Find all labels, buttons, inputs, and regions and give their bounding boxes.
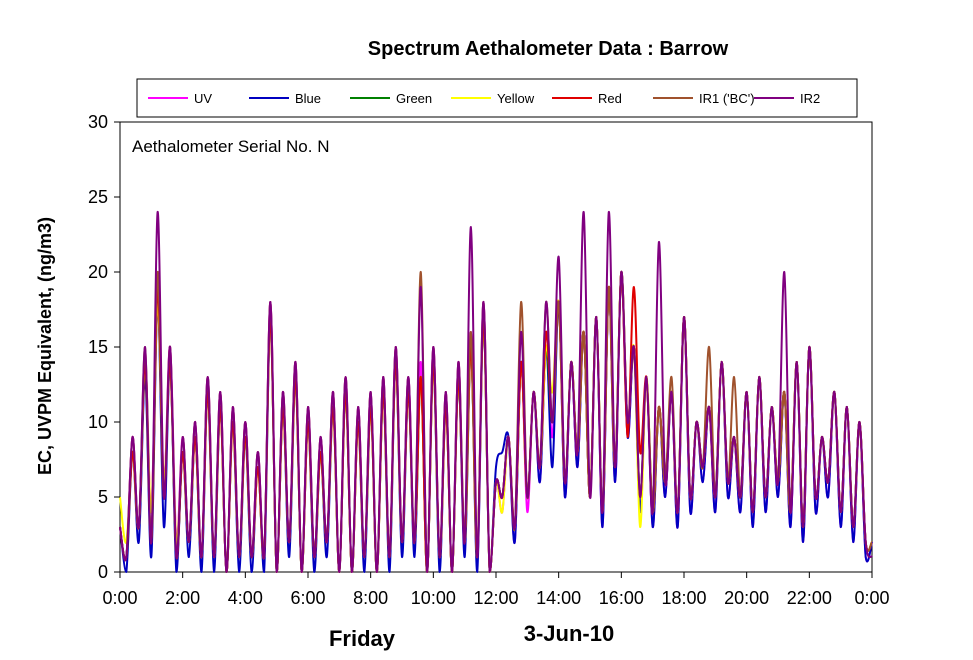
chart-annotation: Aethalometer Serial No. N	[132, 137, 329, 156]
x-tick-label: 2:00	[165, 588, 200, 608]
x-tick-label: 0:00	[854, 588, 889, 608]
x-tick-label: 4:00	[228, 588, 263, 608]
plot-area	[119, 121, 873, 573]
y-tick-label: 25	[88, 187, 108, 207]
x-tick-label: 8:00	[353, 588, 388, 608]
x-tick-label: 14:00	[536, 588, 581, 608]
series-line-ir2	[119, 210, 873, 573]
legend-label: Green	[396, 91, 432, 106]
x-tick-label: 12:00	[473, 588, 518, 608]
x-tick-label: 18:00	[661, 588, 706, 608]
chart-title: Spectrum Aethalometer Data : Barrow	[368, 38, 729, 60]
series-layer	[119, 210, 873, 573]
x-tick-label: 16:00	[599, 588, 644, 608]
y-tick-label: 15	[88, 337, 108, 357]
footer-day-label: Friday	[329, 626, 396, 651]
y-tick-label: 20	[88, 262, 108, 282]
y-axis-label: EC, UVPM Equivalent, (ng/m3)	[35, 217, 55, 475]
x-tick-label: 20:00	[724, 588, 769, 608]
legend-label: UV	[194, 91, 212, 106]
x-tick-label: 0:00	[102, 588, 137, 608]
y-tick-label: 0	[98, 562, 108, 582]
legend: UV Blue Green Yellow Red IR1 ('BC') IR2	[148, 91, 820, 106]
axes-layer: 0 5 10 15 20 25 30 0:00 2:00 4:00 6:00 8:00 10:00 12:…	[88, 112, 890, 608]
footer-date-label: 3-Jun-10	[524, 621, 614, 646]
legend-label: Blue	[295, 91, 321, 106]
legend-label: IR2	[800, 91, 820, 106]
x-tick-label: 6:00	[290, 588, 325, 608]
x-tick-label: 22:00	[787, 588, 832, 608]
x-tick-label: 10:00	[411, 588, 456, 608]
legend-label: Yellow	[497, 91, 535, 106]
y-tick-label: 5	[98, 487, 108, 507]
y-tick-label: 10	[88, 412, 108, 432]
legend-label: Red	[598, 91, 622, 106]
y-tick-label: 30	[88, 112, 108, 132]
legend-label: IR1 ('BC')	[699, 91, 755, 106]
